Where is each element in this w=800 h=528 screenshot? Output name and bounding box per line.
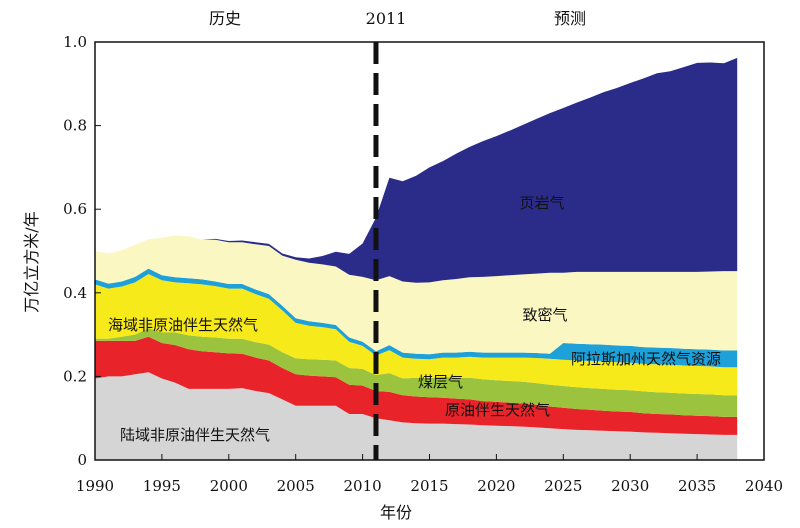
x-tick-label-2015: 2015 [410, 477, 448, 495]
x-tick-label-2000: 2000 [210, 477, 248, 495]
label-alaska: 阿拉斯加州天然气资源 [571, 350, 721, 368]
history-label: 历史 [209, 9, 241, 28]
y-tick-label-0.2: 0.2 [63, 367, 87, 385]
area-series-2 [95, 336, 738, 435]
label-shale: 页岩气 [519, 194, 564, 212]
x-tick-label-2020: 2020 [477, 477, 515, 495]
area-series-5 [95, 268, 738, 368]
x-tick-label-2035: 2035 [678, 477, 716, 495]
y-tick-label-0.4: 0.4 [63, 284, 87, 302]
x-tick-label-1995: 1995 [143, 477, 181, 495]
y-axis-title: 万亿立方米/年 [22, 211, 41, 312]
x-axis-title: 年份 [380, 503, 412, 522]
divider-year-label: 2011 [366, 9, 407, 28]
x-tick-label-1990: 1990 [76, 477, 114, 495]
label-onshore: 陆域非原油伴生天然气 [120, 426, 270, 444]
y-tick-label-0.6: 0.6 [63, 200, 87, 218]
x-tick-label-2005: 2005 [277, 477, 315, 495]
x-tick-label-2030: 2030 [611, 477, 649, 495]
label-tight: 致密气 [522, 306, 567, 324]
area-series-4 [95, 274, 738, 396]
area-series-3 [95, 328, 738, 417]
ticks-group: 1990 1995 2000 2005 2010 2015 2020 2025 2030 2035… [63, 33, 783, 495]
area-series-1 [95, 372, 738, 460]
area-series-6 [95, 235, 738, 355]
x-tick-label-2025: 2025 [544, 477, 582, 495]
area-series-7 [95, 57, 738, 283]
y-tick-label-0.8: 0.8 [63, 117, 87, 135]
area-series-group [95, 57, 738, 460]
label-associated: 原油伴生天然气 [445, 401, 550, 419]
y-tick-label-1.0: 1.0 [63, 33, 87, 51]
label-coalbed: 煤层气 [418, 373, 463, 391]
y-tick-label-0: 0 [77, 451, 87, 469]
forecast-label: 预测 [554, 9, 586, 28]
x-tick-label-2040: 2040 [745, 477, 783, 495]
x-tick-label-2010: 2010 [344, 477, 382, 495]
label-offshore: 海域非原油伴生天然气 [108, 316, 258, 334]
